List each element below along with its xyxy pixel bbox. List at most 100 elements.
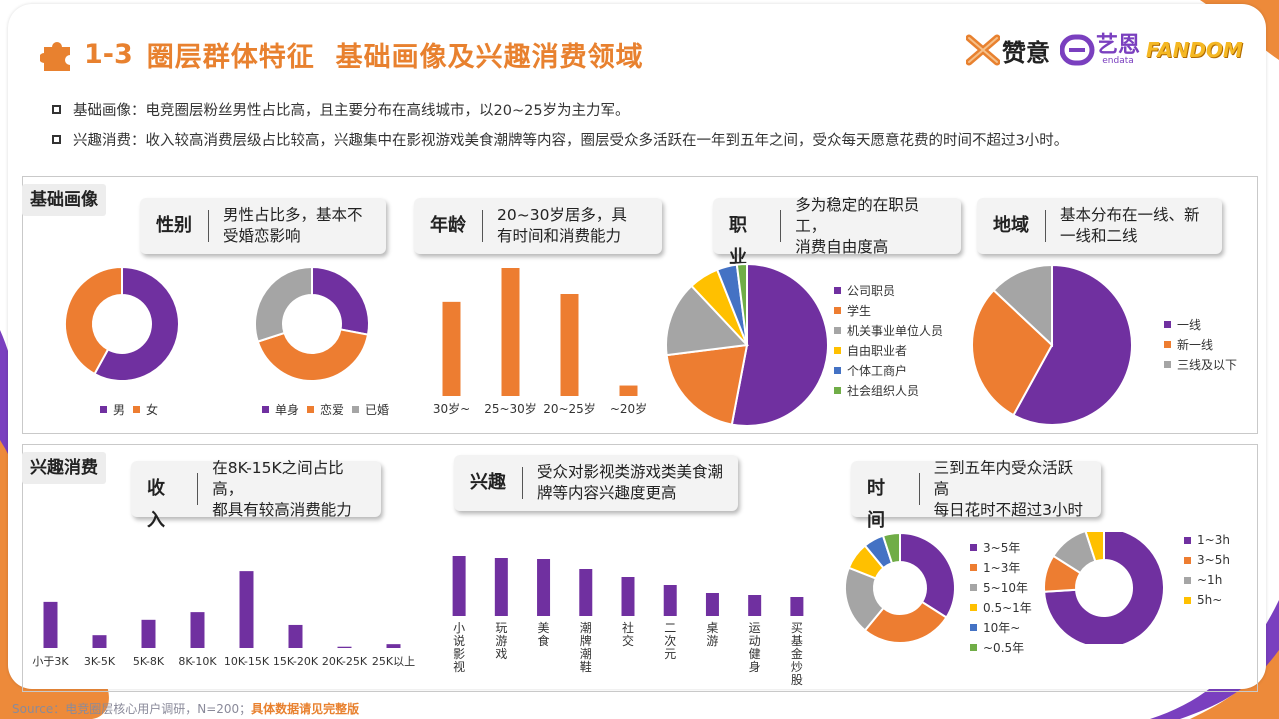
region-legend-swatch	[1164, 340, 1171, 348]
region-slice-一线	[1012, 263, 1133, 426]
zanyi-logo-text: 赞意	[1002, 38, 1050, 67]
marriage-legend-swatch	[262, 405, 269, 413]
hobby-bar-玩游戏	[494, 558, 508, 616]
region-slice-新一线	[971, 288, 1054, 417]
active-legend-swatch	[970, 643, 977, 651]
age-bar--20岁	[619, 385, 638, 396]
hobby-tick-运动健身: 运动健身	[749, 621, 761, 674]
income-tick-3K-5K: 3K-5K	[84, 655, 116, 668]
active-legend-item: 5~10年	[970, 577, 1032, 597]
endata-logo-icon	[1060, 34, 1095, 66]
hobby-desc-line2: 牌等内容兴趣度更高	[537, 484, 677, 502]
gender-donut-chart	[64, 266, 180, 382]
section-number: 1-3	[84, 38, 133, 70]
income-label-box: 收入 在8K-15K之间占比高， 都具有较高消费能力	[131, 459, 381, 531]
age-bar-chart: 30岁~ 25~30岁 20~25岁 ~20岁	[433, 268, 647, 416]
active-slice--0-5年	[881, 532, 901, 565]
marriage-legend: 单身 恋爱 已婚	[262, 401, 389, 417]
bullet-text: 基础画像：电竞圈层粉丝男性占比高，且主要分布在高线城市，以20~25岁为主力军。	[73, 103, 630, 119]
job-slice-机关事业单位人员	[665, 284, 750, 357]
endata-logo-sub: endata	[1102, 55, 1134, 66]
active-slice-1-3年	[863, 600, 948, 644]
gender-key: 性别	[140, 210, 209, 242]
active-legend-item: 10年~	[970, 617, 1032, 637]
gender-legend-swatch	[133, 405, 141, 413]
time-key: 时间	[851, 473, 920, 531]
job-pie-chart	[665, 262, 830, 427]
daily-time-donut-chart	[1043, 532, 1165, 644]
gender-legend-item: 女	[133, 401, 158, 417]
brand-logos: 赞意 艺恩 endata FANDOM	[966, 30, 1243, 70]
income-desc-line2: 都具有较高消费能力	[212, 500, 352, 519]
region-legend-item: 一线	[1164, 314, 1237, 334]
bullet-interest: 兴趣消费：收入较高消费层级占比较高，兴趣集中在影视游戏美食潮牌等内容，圈层受众多…	[52, 129, 1068, 150]
daily-legend-label: 3~5h	[1197, 553, 1230, 567]
hobby-tick-桌游: 桌游	[706, 621, 718, 648]
region-legend-label: 三线及以下	[1177, 357, 1238, 372]
hobby-tick-小说影视: 小说影视	[453, 621, 465, 674]
region-legend-label: 新一线	[1177, 337, 1214, 352]
region-label-box: 地域 基本分布在一线、新 一线和二线	[977, 198, 1222, 254]
hobby-desc-line1: 受众对影视类游戏类美食潮	[537, 463, 724, 481]
job-slice-社会组织人员	[735, 262, 748, 346]
region-desc-line1: 基本分布在一线、新	[1060, 206, 1200, 224]
marriage-legend-item: 单身	[262, 401, 299, 417]
job-slice-公司职员	[730, 262, 830, 427]
bullet-text: 兴趣消费：收入较高消费层级占比较高，兴趣集中在影视游戏美食潮牌等内容，圈层受众多…	[73, 133, 1069, 149]
income-bar-25K以上	[386, 644, 401, 648]
active-legend-label: ~0.5年	[983, 640, 1025, 655]
basic-profile-tag: 基础画像	[22, 184, 106, 216]
time-label-box: 时间 三到五年内受众活跃高 每日花时不超过3小时	[851, 458, 1101, 531]
job-legend-item: 社会组织人员	[834, 380, 943, 400]
job-legend-label: 自由职业者	[847, 343, 908, 358]
hobby-tick-二次元: 二次元	[664, 621, 676, 661]
source-note: Source：电竞圈层核心用户调研，N=200；具体数据请见完整版	[12, 700, 359, 717]
daily-slice-1-3h	[1043, 532, 1165, 644]
marriage-legend-item: 恋爱	[307, 401, 344, 417]
daily-legend-item: ~1h	[1184, 570, 1230, 590]
marriage-slice-已婚	[254, 266, 313, 343]
marriage-slice-单身	[311, 266, 370, 336]
active-legend-label: 3~5年	[983, 540, 1021, 555]
active-legend-item: 0.5~1年	[970, 597, 1032, 617]
hobby-key: 兴趣	[454, 467, 523, 499]
zanyi-logo-icon	[966, 34, 1000, 66]
income-bar-5K-8K	[141, 619, 156, 648]
bullet-square-icon	[52, 135, 61, 144]
age-bar-25-30岁	[501, 268, 520, 396]
job-desc-line1: 多为稳定的在职员工，	[795, 195, 920, 235]
income-tick-小于3K: 小于3K	[32, 655, 69, 668]
job-legend-item: 自由职业者	[834, 340, 943, 360]
hobby-bar-小说影视	[452, 556, 466, 616]
marriage-slice-恋爱	[256, 328, 370, 382]
active-legend-item: ~0.5年	[970, 637, 1032, 657]
job-legend-swatch	[834, 286, 841, 294]
gender-desc-line2: 受婚恋影响	[223, 227, 301, 245]
marriage-legend-swatch	[352, 405, 360, 413]
region-legend-swatch	[1164, 320, 1171, 328]
age-tick--20岁: ~20岁	[610, 401, 647, 416]
puzzle-icon	[40, 42, 70, 71]
age-tick-30岁-: 30岁~	[433, 401, 470, 416]
bullet-basic: 基础画像：电竞圈层粉丝男性占比高，且主要分布在高线城市，以20~25岁为主力军。	[52, 99, 630, 120]
daily-legend-label: 1~3h	[1197, 533, 1230, 547]
time-desc-line1: 三到五年内受众活跃高	[933, 458, 1074, 498]
region-pie-chart	[971, 263, 1133, 426]
gender-desc-line1: 男性占比多，基本不	[223, 206, 363, 224]
job-legend-swatch	[834, 306, 841, 314]
active-legend-swatch	[970, 603, 977, 611]
hobby-bar-美食	[537, 559, 551, 616]
daily-legend-swatch	[1184, 596, 1191, 604]
interest-tag: 兴趣消费	[22, 452, 106, 484]
job-label-box: 职业 多为稳定的在职员工， 消费自由度高	[713, 195, 961, 268]
active-years-donut-chart	[844, 532, 956, 644]
income-bar-15K-20K	[288, 624, 303, 648]
interest-panel	[22, 444, 1258, 692]
active-legend-swatch	[970, 543, 977, 551]
gender-slice-男	[93, 266, 180, 382]
gender-label-box: 性别 男性占比多，基本不 受婚恋影响	[140, 198, 386, 254]
job-legend: 公司职员 学生 机关事业单位人员 自由职业者 个体工商户 社会组织人员	[834, 280, 943, 400]
daily-slice-5h-	[1084, 532, 1105, 563]
active-legend-item: 1~3年	[970, 557, 1032, 577]
page-title: 1-3 圈层群体特征 基础画像及兴趣消费领域	[40, 34, 644, 74]
